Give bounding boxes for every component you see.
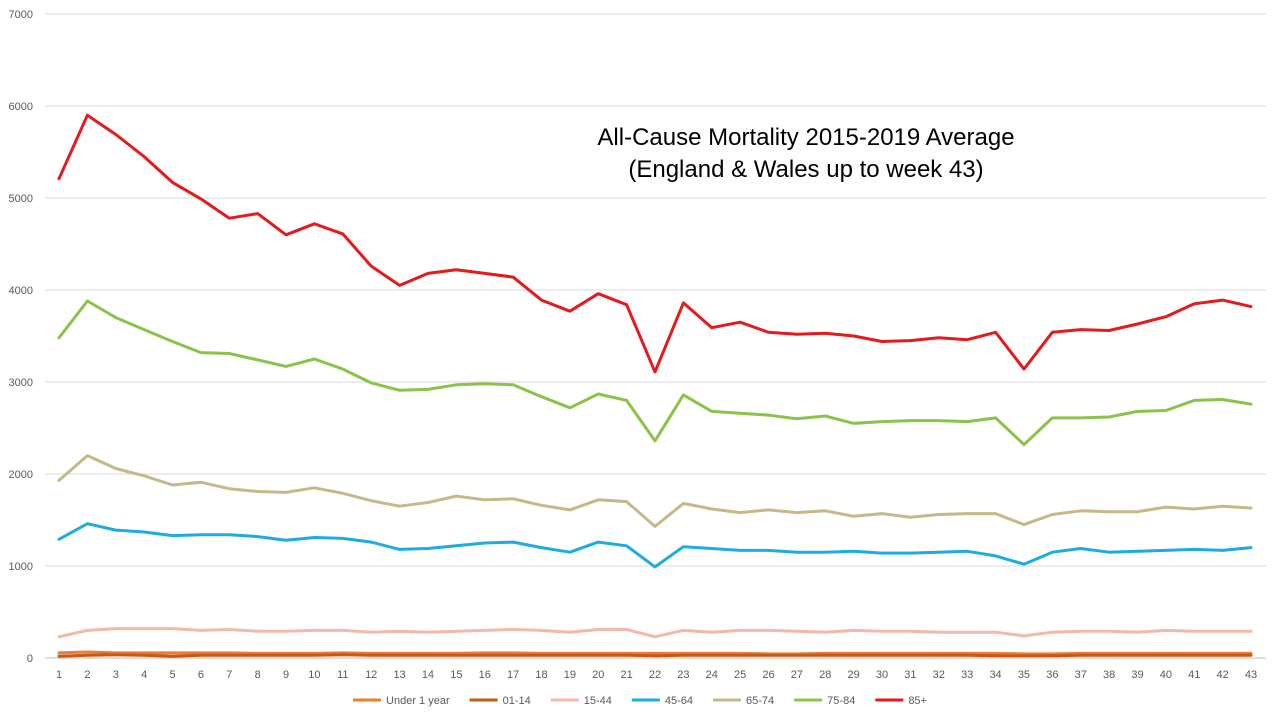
x-tick-label: 9 (283, 669, 289, 681)
x-tick-label: 24 (706, 669, 718, 681)
legend-label: 45-64 (665, 695, 693, 707)
series-lines (57, 113, 1253, 658)
legend-item: 65-74 (713, 695, 774, 707)
x-tick-label: 40 (1160, 669, 1172, 681)
legend-label: 15-44 (584, 695, 612, 707)
x-tick-label: 34 (989, 669, 1001, 681)
legend-label: 85+ (908, 695, 927, 707)
x-tick-label: 1 (56, 669, 62, 681)
legend-label: 75-84 (827, 695, 855, 707)
x-tick-label: 38 (1103, 669, 1115, 681)
series-line-15-44 (57, 627, 1253, 639)
x-tick-label: 39 (1131, 669, 1143, 681)
gridlines (45, 13, 1266, 659)
legend-item: Under 1 year (353, 695, 450, 707)
legend-label: 01-14 (503, 695, 531, 707)
x-tick-label: 2 (84, 669, 90, 681)
y-axis-ticks: 0 1000 2000 3000 4000 5000 6000 7000 (9, 9, 33, 665)
x-tick-label: 31 (904, 669, 916, 681)
legend-item: 15-44 (550, 695, 612, 707)
x-tick-label: 42 (1216, 669, 1228, 681)
y-tick-label: 4000 (9, 285, 33, 297)
legend-item: 01-14 (469, 695, 531, 707)
x-tick-label: 35 (1018, 669, 1030, 681)
x-tick-label: 21 (620, 669, 632, 681)
x-tick-label: 8 (255, 669, 261, 681)
x-tick-label: 14 (422, 669, 434, 681)
x-tick-label: 37 (1075, 669, 1087, 681)
legend: Under 1 year 01-14 15-44 45-64 65-74 75-84 85+ (353, 695, 927, 707)
x-tick-label: 23 (677, 669, 689, 681)
series-line-75-84 (57, 299, 1253, 447)
x-tick-label: 15 (450, 669, 462, 681)
x-tick-label: 6 (198, 669, 204, 681)
x-tick-label: 4 (141, 669, 147, 681)
x-tick-label: 11 (337, 669, 348, 681)
legend-label: Under 1 year (386, 695, 450, 707)
y-tick-label: 6000 (9, 101, 33, 113)
y-tick-label: 1000 (9, 561, 33, 573)
x-axis-ticks: 1 2 3 4 5 6 7 8 9 10 11 12 13 14 15 16 17 18 19 20 21 22 23 24 2… (56, 669, 1257, 681)
x-tick-label: 32 (933, 669, 945, 681)
legend-label: 65-74 (746, 695, 774, 707)
x-tick-label: 16 (479, 669, 491, 681)
x-tick-label: 27 (791, 669, 803, 681)
chart-title: All-Cause Mortality 2015-2019 Average (597, 124, 1014, 151)
y-tick-label: 0 (27, 653, 33, 665)
series-line-01-14 (57, 653, 1253, 658)
x-tick-label: 29 (848, 669, 860, 681)
legend-item: 75-84 (794, 695, 855, 707)
x-tick-label: 3 (113, 669, 119, 681)
legend-item: 45-64 (631, 695, 693, 707)
x-tick-label: 5 (169, 669, 175, 681)
y-tick-label: 2000 (9, 469, 33, 481)
x-tick-label: 17 (507, 669, 519, 681)
x-tick-label: 19 (564, 669, 576, 681)
x-tick-label: 28 (819, 669, 831, 681)
x-tick-label: 25 (734, 669, 746, 681)
x-tick-label: 36 (1046, 669, 1058, 681)
x-tick-label: 18 (535, 669, 547, 681)
series-line-85- (57, 113, 1253, 374)
x-tick-label: 22 (649, 669, 661, 681)
series-line-65-74 (57, 454, 1253, 528)
chart-subtitle: (England & Wales up to week 43) (628, 156, 983, 183)
x-tick-label: 43 (1245, 669, 1257, 681)
x-tick-label: 12 (365, 669, 377, 681)
y-tick-label: 3000 (9, 377, 33, 389)
x-tick-label: 33 (961, 669, 973, 681)
x-tick-label: 30 (876, 669, 888, 681)
x-tick-label: 41 (1188, 669, 1200, 681)
series-line-under-1-year (57, 650, 1253, 656)
x-tick-label: 7 (226, 669, 232, 681)
x-tick-label: 26 (762, 669, 774, 681)
x-tick-label: 20 (592, 669, 604, 681)
x-tick-label: 10 (308, 669, 320, 681)
legend-item: 85+ (875, 695, 927, 707)
series-line-45-64 (57, 522, 1253, 569)
y-tick-label: 5000 (9, 193, 33, 205)
y-tick-label: 7000 (9, 9, 33, 21)
x-tick-label: 13 (393, 669, 405, 681)
